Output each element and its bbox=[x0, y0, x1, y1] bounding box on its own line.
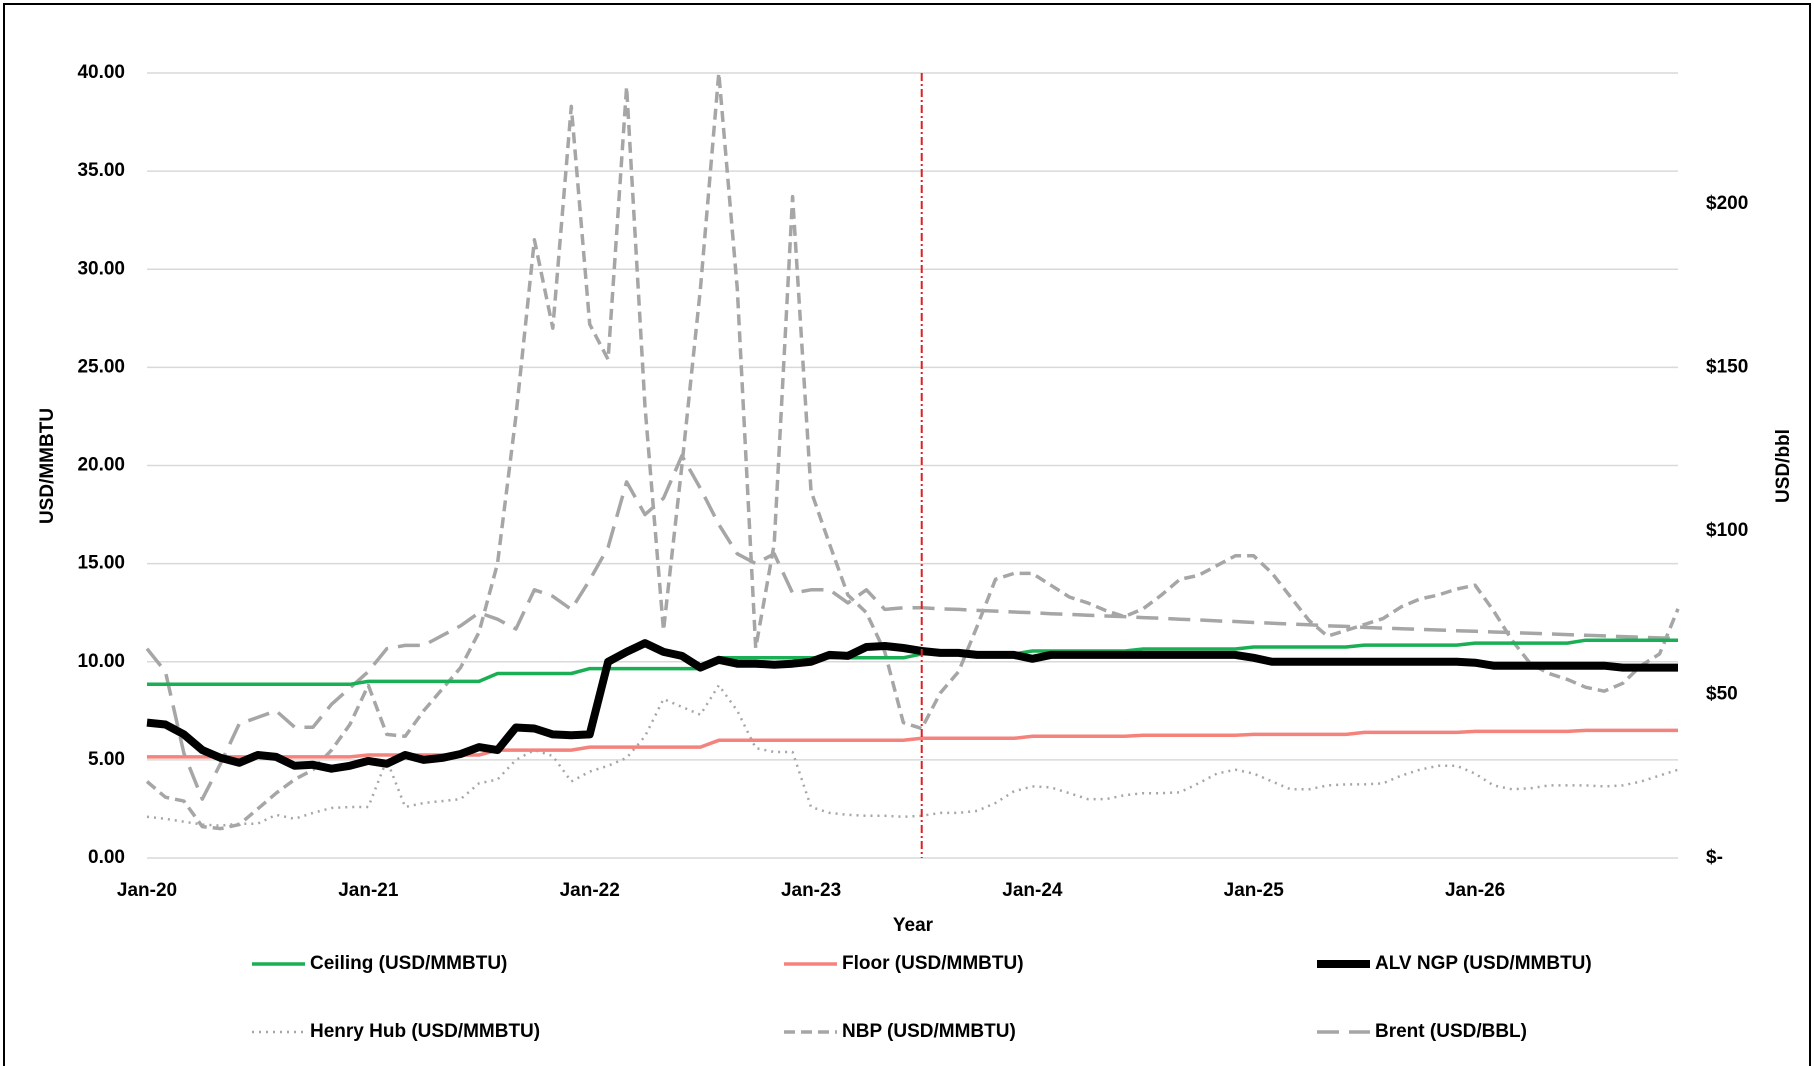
y-tick-label: 5.00 bbox=[88, 749, 125, 770]
series-line bbox=[146, 639, 1678, 773]
series-line bbox=[145, 71, 1680, 831]
y-tick-label: 10.00 bbox=[77, 651, 125, 672]
legend-label: Brent (USD/BBL) bbox=[1375, 1021, 1527, 1042]
y2-axis-label: USD/bbl bbox=[1773, 429, 1794, 503]
legend-label: Henry Hub (USD/MMBTU) bbox=[310, 1021, 540, 1042]
y2-tick-label: $200 bbox=[1706, 193, 1748, 214]
series-line bbox=[145, 453, 1679, 801]
x-tick-label: Jan-25 bbox=[1224, 880, 1285, 901]
series-line bbox=[146, 684, 1679, 827]
y-tick-label: 0.00 bbox=[88, 847, 125, 868]
legend-label: Floor (USD/MMBTU) bbox=[842, 953, 1024, 974]
y-tick-label: 30.00 bbox=[77, 258, 125, 279]
chart-frame bbox=[3, 3, 1811, 1066]
y-tick-label: 35.00 bbox=[77, 160, 125, 181]
legend-label: Ceiling (USD/MMBTU) bbox=[310, 953, 507, 974]
x-tick-label: Jan-24 bbox=[1002, 880, 1063, 901]
x-tick-label: Jan-20 bbox=[117, 880, 177, 901]
y2-tick-label: $- bbox=[1706, 847, 1723, 868]
x-tick-label: Jan-21 bbox=[338, 880, 399, 901]
series-line bbox=[147, 638, 1678, 687]
y2-tick-label: $50 bbox=[1706, 683, 1738, 704]
x-axis-label: Year bbox=[893, 915, 934, 936]
x-tick-label: Jan-22 bbox=[560, 880, 620, 901]
x-tick-label: Jan-26 bbox=[1445, 880, 1505, 901]
y2-tick-label: $150 bbox=[1706, 356, 1748, 377]
y-tick-label: 15.00 bbox=[77, 553, 125, 574]
y-tick-label: 40.00 bbox=[77, 62, 125, 83]
y2-tick-label: $100 bbox=[1706, 520, 1748, 541]
y-axis-label: USD/MMBTU bbox=[37, 408, 58, 524]
x-tick-label: Jan-23 bbox=[781, 880, 841, 901]
legend-label: ALV NGP (USD/MMBTU) bbox=[1375, 953, 1592, 974]
y-tick-label: 25.00 bbox=[77, 356, 125, 377]
y-tick-label: 20.00 bbox=[77, 455, 125, 476]
legend-label: NBP (USD/MMBTU) bbox=[842, 1021, 1016, 1042]
